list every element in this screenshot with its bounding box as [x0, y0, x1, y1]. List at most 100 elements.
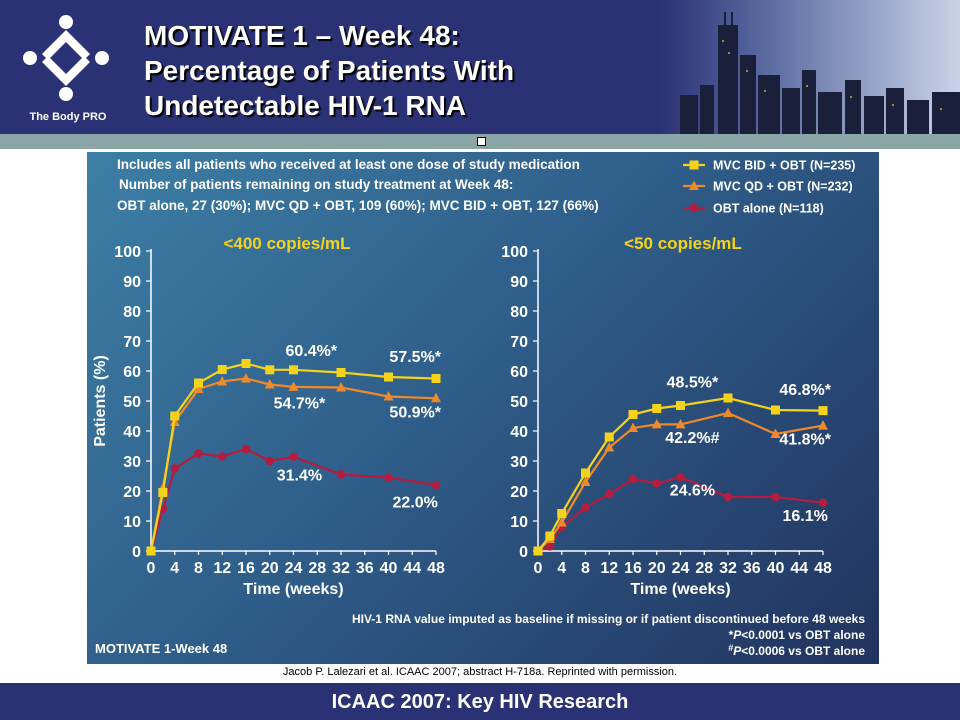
y-tick-label: 100 [114, 244, 141, 261]
x-tick-label: 44 [790, 560, 808, 577]
data-point [604, 442, 615, 452]
y-tick-label: 70 [123, 334, 141, 351]
x-tick-label: 32 [332, 560, 350, 577]
y-tick-label: 90 [123, 274, 141, 291]
x-tick-label: 8 [194, 560, 203, 577]
data-point [676, 401, 685, 410]
data-point [289, 452, 298, 461]
data-point [652, 404, 662, 413]
data-point [336, 382, 346, 392]
data-point [581, 468, 590, 478]
slide-footer: ICAAC 2007: Key HIV Research [0, 683, 960, 720]
data-point [264, 379, 275, 389]
x-tick-label: 44 [403, 560, 421, 577]
y-tick-label: 0 [519, 544, 528, 561]
x-tick-label: 4 [170, 560, 179, 577]
x-tick-label: 8 [581, 560, 590, 577]
data-point [818, 498, 828, 507]
data-point [146, 546, 156, 556]
data-point [241, 373, 251, 383]
data-point [383, 391, 394, 401]
y-tick-label: 20 [123, 484, 141, 501]
p1-mark: * [729, 628, 734, 642]
x-tick-label: 16 [237, 560, 255, 577]
data-label: 46.8%* [779, 382, 831, 399]
x-tick-label: 24 [672, 560, 690, 577]
data-point [218, 452, 227, 461]
data-point [628, 410, 638, 419]
data-point [818, 420, 828, 430]
y-tick-label: 30 [510, 454, 528, 471]
title-line-1: MOTIVATE 1 – Week 48: [144, 20, 460, 51]
chart-title: <50 copies/mL [624, 234, 742, 253]
data-label: 48.5%* [667, 375, 719, 392]
data-point [604, 432, 614, 442]
data-label: 16.1% [783, 508, 828, 525]
data-point [533, 546, 543, 556]
x-tick-label: 0 [534, 560, 543, 577]
x-tick-label: 32 [719, 560, 737, 577]
p2-text: <0.0006 vs OBT alone [741, 644, 865, 658]
x-tick-label: 48 [427, 560, 445, 577]
y-tick-label: 80 [510, 304, 528, 321]
chart-panel: Includes all patients who received at le… [87, 152, 879, 664]
data-point [557, 509, 567, 518]
x-tick-label: 12 [600, 560, 618, 577]
y-tick-label: 10 [510, 514, 528, 531]
series-bid [146, 359, 441, 556]
data-point [676, 473, 685, 482]
data-point [675, 418, 686, 429]
data-point [288, 381, 299, 391]
data-label: 24.6% [670, 483, 715, 500]
data-point [818, 406, 828, 416]
data-point [384, 473, 393, 482]
footer-text: ICAAC 2007: Key HIV Research [331, 691, 629, 713]
data-point [336, 368, 346, 377]
title-line-2: Percentage of Patients With [144, 55, 515, 86]
data-point [265, 456, 274, 466]
legend-marker [689, 180, 699, 190]
chart-figure: Includes all patients who received at le… [92, 157, 866, 658]
y-tick-label: 40 [123, 424, 141, 441]
chart-title: <400 copies/mL [223, 234, 350, 253]
logo-caption: The Body PRO [29, 111, 107, 123]
data-point [581, 503, 590, 512]
legend-label: MVC BID + OBT (N=235) [713, 159, 855, 173]
p2-mark: # [728, 643, 733, 653]
title-line-3: Undetectable HIV-1 RNA [144, 90, 467, 121]
data-point [241, 359, 251, 368]
imputation-footnote: HIV-1 RNA value imputed as baseline if m… [352, 612, 865, 626]
data-point [170, 464, 179, 473]
data-point [580, 476, 591, 486]
data-point [194, 378, 203, 388]
x-tick-label: 40 [767, 560, 785, 577]
x-tick-label: 0 [147, 560, 156, 577]
data-point [723, 407, 733, 417]
x-tick-label: 48 [814, 560, 832, 577]
city-skyline-image [660, 0, 960, 137]
data-point [771, 492, 780, 502]
note-line-2: Number of patients remaining on study tr… [119, 177, 513, 192]
data-point [651, 418, 662, 429]
x-tick-label: 24 [285, 560, 303, 577]
data-point [431, 392, 441, 403]
data-point [217, 365, 227, 374]
study-label: MOTIVATE 1-Week 48 [95, 641, 227, 656]
legend-label: OBT alone (N=118) [713, 202, 824, 216]
slide-header: The Body PRO MOTIVATE 1 – Week 48: Perce… [0, 0, 960, 137]
x-axis-label: Time (weeks) [630, 581, 730, 598]
x-tick-label: 20 [261, 560, 279, 577]
the-body-pro-logo [23, 15, 109, 101]
data-point [628, 422, 638, 432]
data-point [265, 365, 275, 375]
data-point [556, 517, 567, 527]
p1-letter: P [733, 628, 742, 642]
y-tick-label: 80 [123, 304, 141, 321]
y-tick-label: 20 [510, 484, 528, 501]
note-line-1: Includes all patients who received at le… [117, 157, 580, 172]
p-value-footnote-1: *P<0.0001 vs OBT alone [729, 628, 866, 642]
data-label: 41.8%* [779, 432, 831, 449]
y-tick-label: 50 [123, 394, 141, 411]
